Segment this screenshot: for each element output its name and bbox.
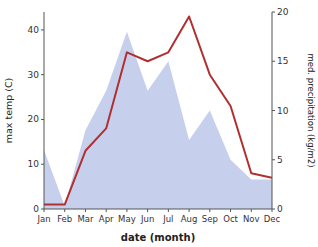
x-tick: [251, 209, 252, 212]
x-tick: [106, 209, 107, 212]
y-axis-title: max temp (C): [3, 78, 14, 144]
x-tick-label: Dec: [264, 214, 281, 224]
x-tick-label: Jun: [140, 214, 154, 224]
y2-tick-label: 15: [277, 56, 288, 66]
x-tick-label: May: [118, 214, 136, 224]
precipitation-area: [44, 32, 272, 209]
y2-tick: [272, 110, 275, 111]
y-tick-label: 30: [28, 70, 40, 80]
y2-axis-title: med. precipitation (kg/m2): [306, 53, 316, 167]
x-tick: [126, 209, 127, 212]
y-tick: [41, 74, 44, 75]
plot-area: [44, 16, 272, 209]
x-tick-label: Sep: [202, 214, 218, 224]
y-tick-label: 10: [28, 159, 40, 169]
y2-tick-label: 0: [277, 204, 283, 214]
x-tick: [147, 209, 148, 212]
x-axis-title: date (month): [121, 232, 195, 243]
x-tick: [189, 209, 190, 212]
y-tick: [41, 119, 44, 120]
y-tick: [41, 164, 44, 165]
y-tick-label: 20: [28, 114, 40, 124]
y2-tick-label: 5: [277, 155, 283, 165]
x-tick-label: Nov: [243, 214, 260, 224]
x-tick: [209, 209, 210, 212]
x-tick: [85, 209, 86, 212]
x-tick-label: Mar: [77, 214, 94, 224]
x-tick-label: Apr: [99, 214, 114, 224]
x-tick-label: Aug: [181, 214, 198, 224]
y2-tick: [272, 159, 275, 160]
y-tick-label: 40: [28, 25, 40, 35]
x-tick: [64, 209, 65, 212]
x-tick-label: Feb: [57, 214, 72, 224]
y-tick-label: 0: [33, 204, 39, 214]
y2-tick-label: 20: [277, 7, 289, 17]
x-tick: [230, 209, 231, 212]
y-tick: [41, 29, 44, 30]
x-tick: [168, 209, 169, 212]
x-axis-line: [44, 209, 272, 210]
x-tick: [44, 209, 45, 212]
x-tick-label: Oct: [223, 214, 238, 224]
y2-tick: [272, 61, 275, 62]
left-axis-line: [44, 12, 45, 209]
y2-tick: [272, 12, 275, 13]
temperature-line: [44, 16, 272, 204]
x-tick: [272, 209, 273, 212]
y2-tick-label: 10: [277, 106, 289, 116]
x-tick-label: Jul: [162, 214, 173, 224]
chart: 0 10 20 30 40 0 5 10 15 20 Jan Feb Mar Apr May Jun Jul Au…: [0, 0, 318, 247]
x-tick-label: Jan: [36, 214, 50, 224]
